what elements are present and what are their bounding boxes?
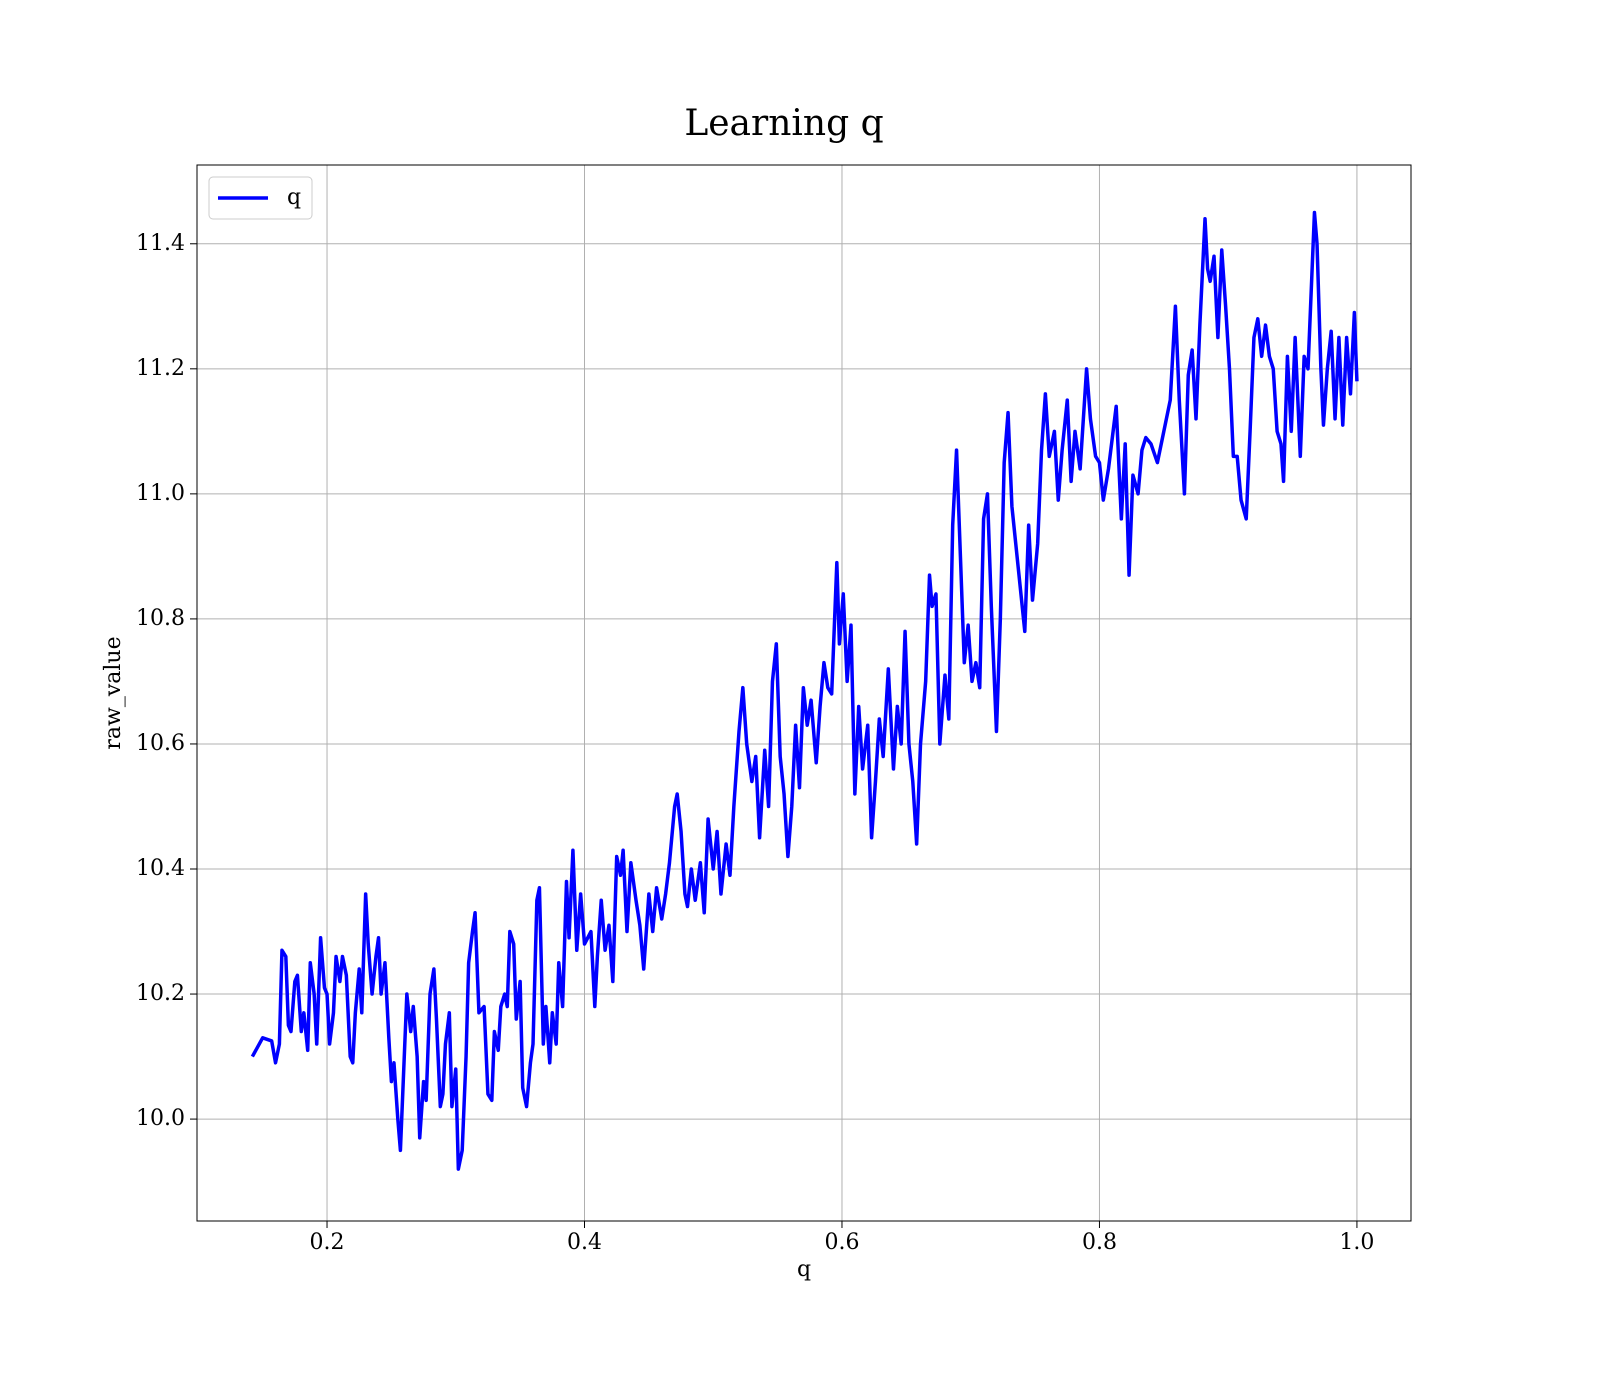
y-tick-label: 10.0 (136, 1106, 185, 1131)
line-series (250, 210, 1359, 1171)
y-tick-label: 10.8 (136, 606, 185, 631)
y-tick-label: 10.4 (136, 856, 185, 881)
y-tick-label: 11.2 (136, 356, 185, 381)
y-tick-label: 11.4 (136, 231, 185, 256)
y-tick-label: 10.2 (136, 981, 185, 1006)
plot-frame (196, 164, 1412, 1222)
x-tick-label: 0.8 (1082, 1230, 1117, 1255)
x-tick-label: 0.2 (310, 1230, 345, 1255)
legend-label: q (287, 185, 301, 210)
chart-title: Learning q (684, 103, 883, 144)
y-axis-label: raw_value (101, 636, 126, 749)
x-tick-label: 1.0 (1339, 1230, 1374, 1255)
y-tick-label: 10.6 (136, 731, 185, 756)
x-tick-label: 0.4 (567, 1230, 602, 1255)
y-tick-label: 11.0 (136, 481, 185, 506)
x-axis-label: q (797, 1257, 811, 1282)
x-tick-label: 0.6 (824, 1230, 859, 1255)
